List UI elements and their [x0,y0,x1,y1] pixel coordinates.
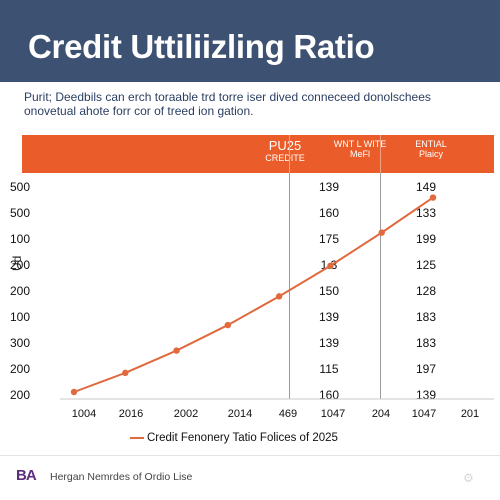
column-header-1-title: PU25 [268,138,302,153]
column-2-value: 160 [318,206,340,220]
column-header-3: ENTIAL Plaicy [376,139,486,159]
column-3-value: 125 [415,258,437,272]
data-point [327,262,334,269]
x-tick-label: 2002 [173,408,199,420]
subtitle-panel: Purit; Deedbils can erch toraable trd to… [0,82,500,131]
column-divider [289,173,290,399]
data-point [378,229,385,236]
y-tick-label: 500 [10,206,31,220]
y-tick-label: 500 [10,180,31,194]
header-divider [380,135,381,173]
column-divider [380,173,381,399]
legend-swatch [130,436,144,439]
column-3-value: 183 [415,336,437,350]
data-point [70,388,78,396]
column-header-3-sub: Plaicy [418,149,443,159]
legend: Credit Fenonery Tatio Folices of 2025 [130,432,338,448]
column-2-value: 150 [318,284,340,298]
footer-text: Hergan Nemrdes of Ordio Lise [50,471,193,483]
x-tick-label: 469 [278,408,298,420]
x-tick-label: 2016 [118,408,144,420]
column-2-value: 175 [318,232,340,246]
column-3-value: 133 [415,206,437,220]
chart-title: Credit Uttiliizling Ratio [28,28,375,65]
column-3-value: 149 [415,180,437,194]
column-3-value: 128 [415,284,437,298]
series-line [73,196,434,393]
y-tick-label: 100 [10,310,31,324]
x-tick-label: 1047 [411,408,437,420]
data-point [224,321,232,329]
column-3-value: 183 [415,310,437,324]
column-3-value: 197 [415,362,437,376]
y-tick-label: 300 [10,336,31,350]
column-header-2-sub: MeFl [350,149,370,159]
brand-logo: BA [16,467,37,484]
data-point [275,293,283,300]
column-3-value: 199 [415,232,437,246]
x-tick-label: 1004 [71,408,97,420]
x-tick-label: 1047 [320,408,346,420]
chart-subtitle: Purit; Deedbils can erch toraable trd to… [24,90,431,118]
legend-label: Credit Fenonery Tatio Folices of 2025 [147,432,338,444]
y-tick-label: 200 [10,362,31,376]
settings-icon: ⚙ [463,471,474,485]
table-header-bar: PU25 CREDITE WNT L WITE MeFl ENTIAL Plai… [22,135,494,173]
y-tick-label: 200 [10,284,31,298]
column-header-3-title: ENTIAL [415,139,447,149]
data-point [122,369,129,377]
column-2-value: 139 [318,336,340,350]
column-2-value: 139 [318,310,340,324]
x-tick-label: 2014 [227,408,253,420]
column-header-2-title: WNT L WITE [333,139,387,149]
column-header-1: PU25 CREDITE [230,138,340,164]
column-2-value: 115 [319,362,339,376]
column-header-1-sub: CREDITE [265,153,305,163]
x-tick-label: 201 [460,408,480,420]
data-point [429,194,437,201]
column-2-value: 139 [318,180,340,194]
header-divider [289,135,290,173]
y-tick-label: 200 [10,258,31,272]
x-tick-label: 204 [371,408,391,420]
column-header-2: WNT L WITE MeFl [305,139,415,159]
y-tick-label: 200 [10,388,31,402]
data-point [173,347,180,354]
y-tick-label: 100 [10,232,31,246]
footer-divider [0,455,500,456]
